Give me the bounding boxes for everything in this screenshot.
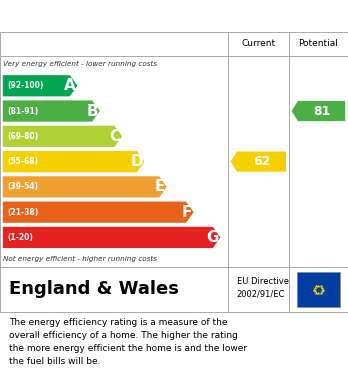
Polygon shape — [3, 100, 100, 122]
Text: G: G — [207, 230, 219, 245]
Text: B: B — [87, 104, 98, 118]
Text: F: F — [182, 204, 192, 220]
Polygon shape — [3, 151, 144, 172]
Text: (55-68): (55-68) — [7, 157, 38, 166]
Text: (39-54): (39-54) — [7, 182, 38, 191]
Text: D: D — [130, 154, 143, 169]
Text: Potential: Potential — [299, 39, 338, 48]
Bar — [297, 272, 340, 307]
Text: E: E — [155, 179, 165, 194]
Text: Current: Current — [241, 39, 276, 48]
Polygon shape — [231, 151, 286, 172]
Polygon shape — [3, 201, 193, 223]
Text: (81-91): (81-91) — [7, 106, 38, 116]
Text: 81: 81 — [313, 104, 330, 118]
Text: (92-100): (92-100) — [7, 81, 44, 90]
Polygon shape — [3, 227, 220, 248]
Text: EU Directive
2002/91/EC: EU Directive 2002/91/EC — [237, 277, 288, 298]
Text: (21-38): (21-38) — [7, 208, 38, 217]
Polygon shape — [292, 101, 345, 121]
Text: Very energy efficient - lower running costs: Very energy efficient - lower running co… — [3, 61, 158, 67]
Polygon shape — [3, 75, 78, 97]
Text: Not energy efficient - higher running costs: Not energy efficient - higher running co… — [3, 255, 158, 262]
Text: C: C — [110, 129, 121, 144]
Text: (69-80): (69-80) — [7, 132, 38, 141]
Text: A: A — [64, 78, 76, 93]
Text: Energy Efficiency Rating: Energy Efficiency Rating — [9, 9, 219, 23]
Text: 62: 62 — [253, 155, 270, 168]
Polygon shape — [3, 176, 167, 197]
Text: (1-20): (1-20) — [7, 233, 33, 242]
Polygon shape — [3, 126, 122, 147]
Text: The energy efficiency rating is a measure of the
overall efficiency of a home. T: The energy efficiency rating is a measur… — [9, 318, 247, 366]
Text: England & Wales: England & Wales — [9, 280, 179, 298]
